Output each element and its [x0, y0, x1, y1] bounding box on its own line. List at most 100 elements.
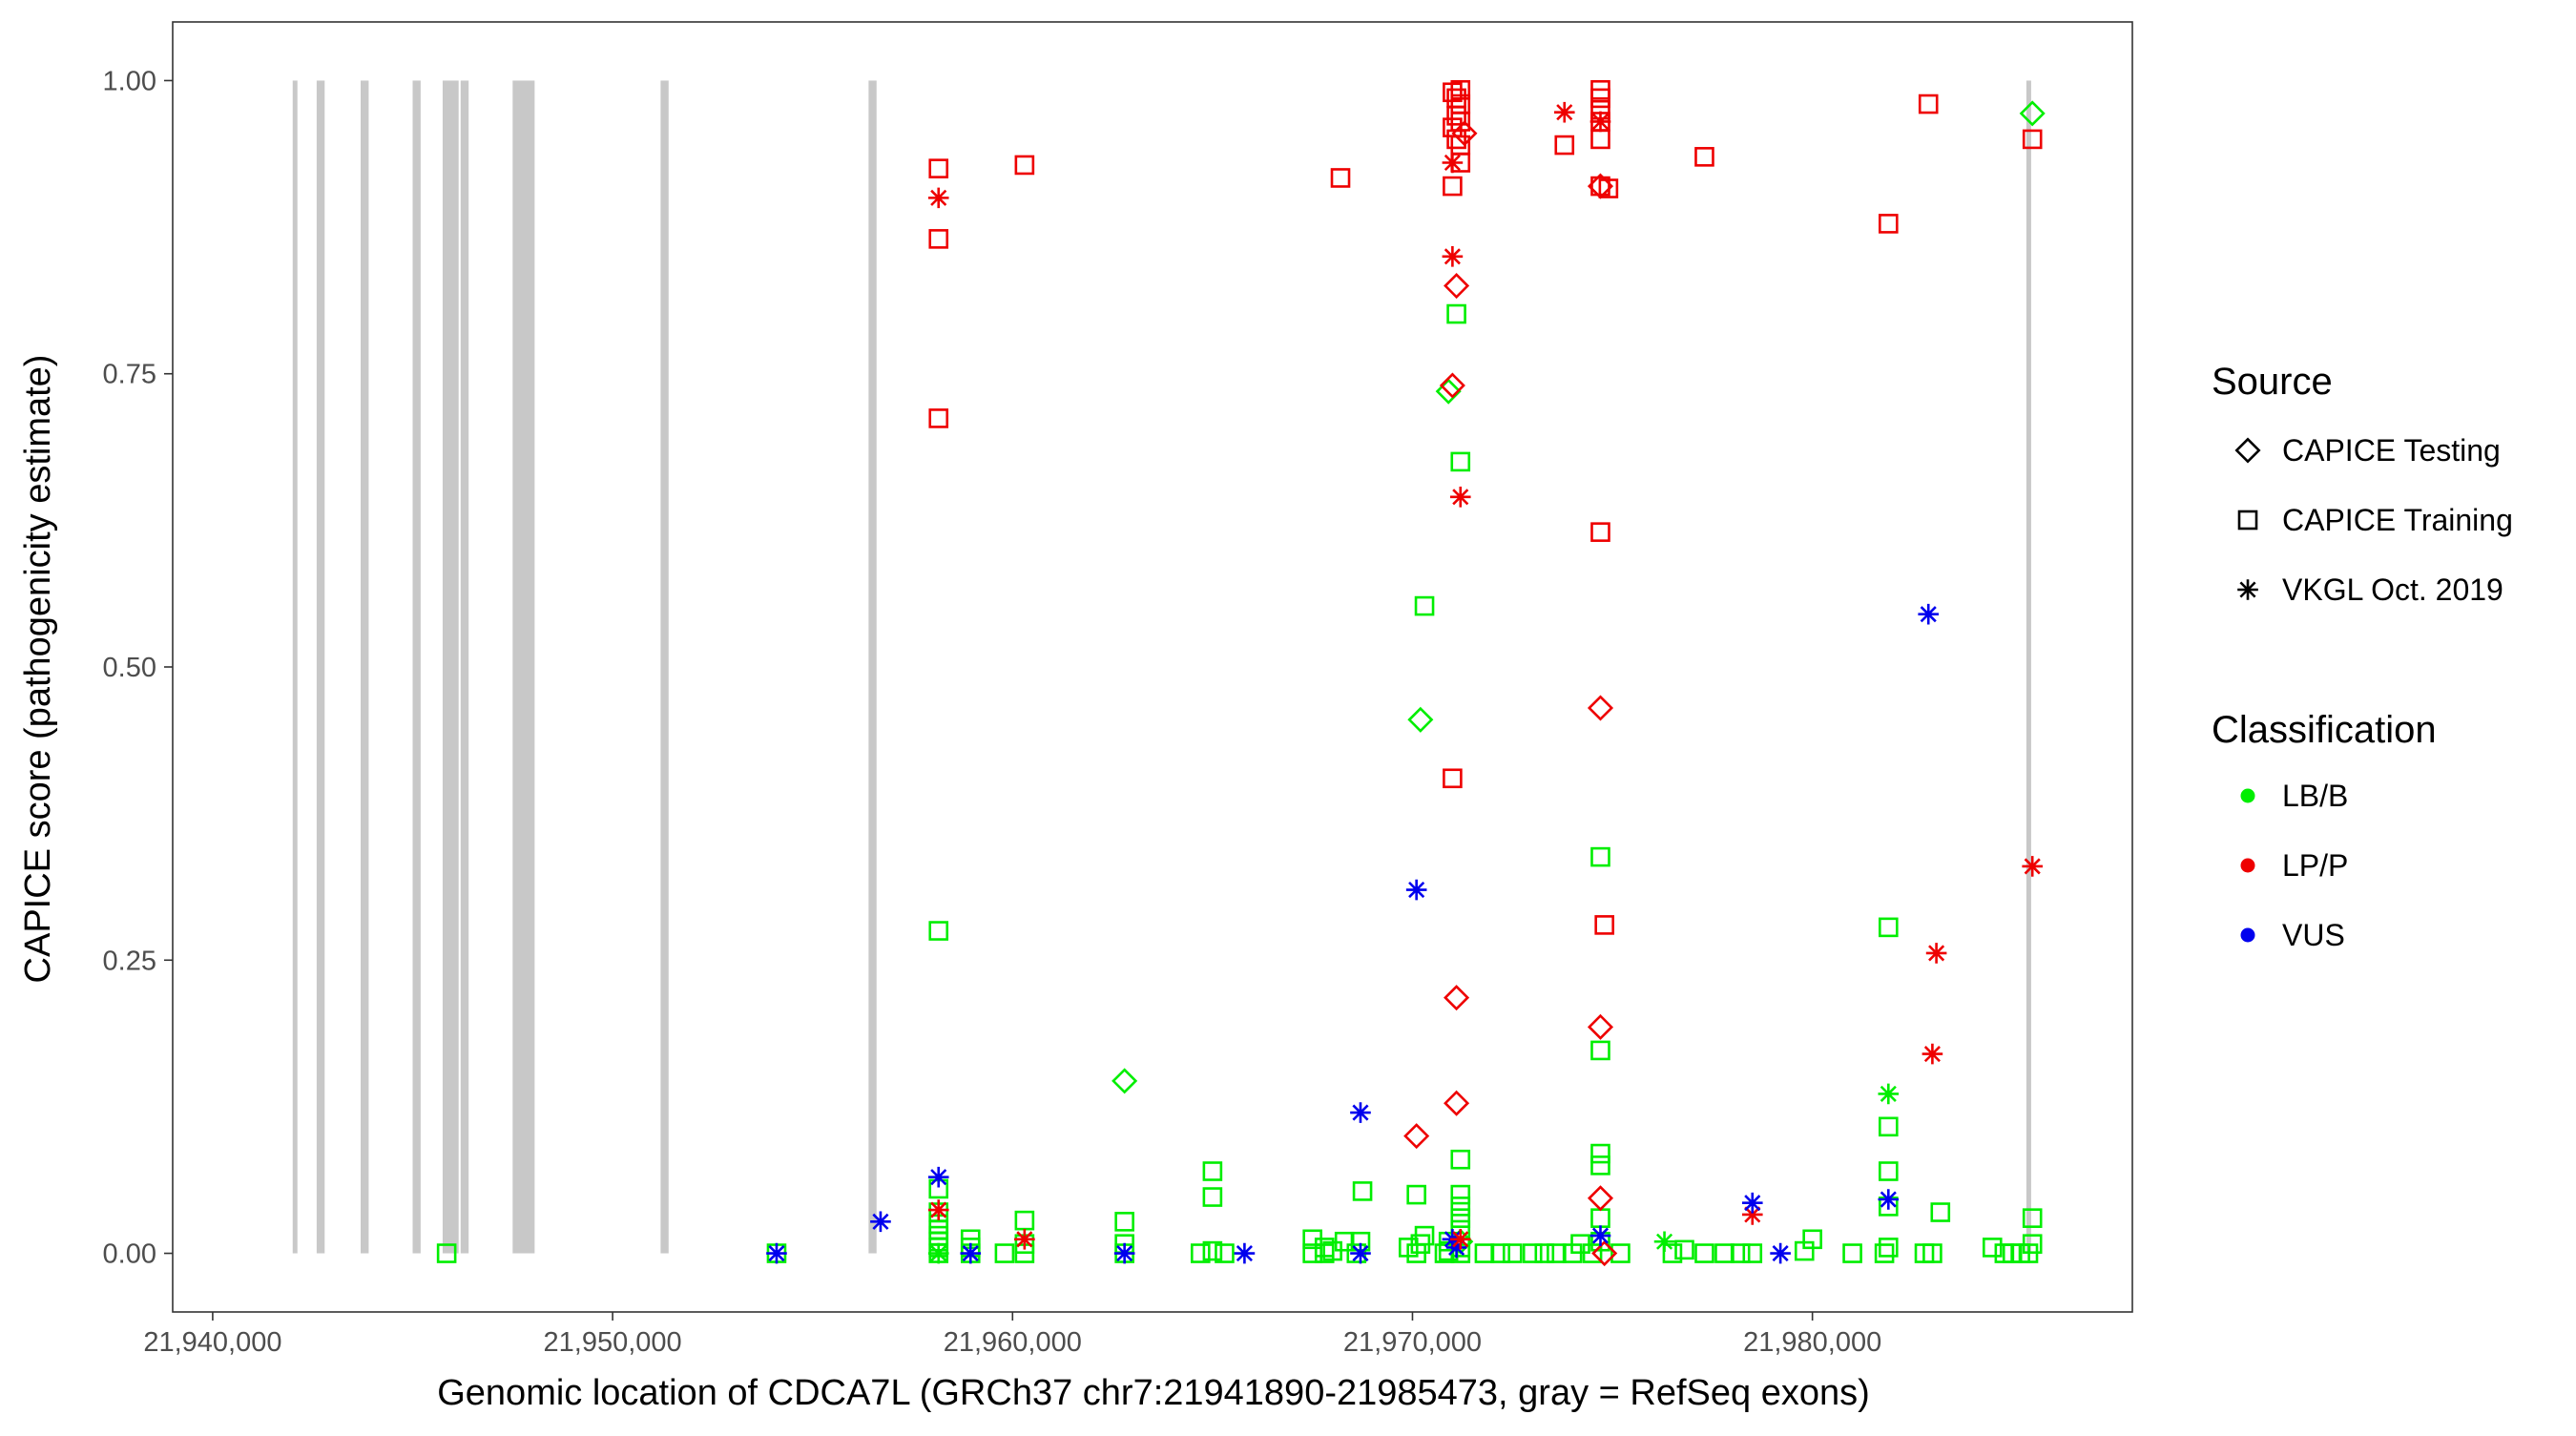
point-diamond-lpp-7 — [1444, 1090, 1470, 1116]
point-square-lbb-112 — [1878, 917, 1899, 938]
point-diamond-lpp-13 — [1587, 1185, 1614, 1212]
point-square-lbb-85 — [1590, 1040, 1610, 1061]
point-star-lpp-18 — [1449, 486, 1471, 508]
point-square-lbb-110 — [1878, 1161, 1899, 1181]
point-square-lbb-117 — [1930, 1202, 1951, 1222]
point-square-lpp-93 — [1590, 79, 1610, 100]
point-star-vus-21 — [1589, 1225, 1611, 1246]
point-star-vus-12 — [1350, 1102, 1371, 1123]
point-diamond-lpp-14 — [1587, 173, 1614, 199]
point-square-lpp-125 — [2022, 129, 2043, 150]
point-square-lbb-98 — [1674, 1239, 1694, 1260]
point-square-lpp-70 — [1450, 79, 1471, 100]
point-star-lpp-20 — [1553, 101, 1575, 123]
legend-key-vus — [2240, 927, 2255, 943]
point-square-lbb-103 — [1742, 1243, 1763, 1263]
point-square-lpp-67 — [1450, 135, 1471, 156]
point-square-lpp-51 — [1443, 176, 1463, 197]
point-square-lbb-116 — [1922, 1243, 1942, 1263]
point-square-lbb-61 — [1450, 1208, 1471, 1228]
y-tick-label-5: 1.00 — [103, 66, 156, 96]
point-diamond-lpp-3 — [1403, 1123, 1430, 1150]
point-diamond-lbb-4 — [1435, 378, 1462, 405]
point-diamond-lpp-8 — [1444, 273, 1470, 300]
legend-key-lbb — [2240, 788, 2255, 803]
point-square-lbb-30 — [1215, 1243, 1235, 1263]
legend-key-diamond — [2234, 437, 2261, 464]
point-square-lbb-65 — [1450, 451, 1471, 472]
point-square-lpp-22 — [1014, 155, 1035, 176]
x-tick-label-3: 21,960,000 — [944, 1327, 1082, 1358]
point-square-lpp-115 — [1918, 94, 1939, 114]
point-square-lbb-108 — [1878, 1238, 1899, 1258]
point-square-lbb-97 — [1662, 1243, 1683, 1263]
point-star-lpp-8 — [1014, 1229, 1035, 1250]
point-square-lpp-94 — [1594, 915, 1614, 935]
point-star-lpp-16 — [1442, 152, 1464, 174]
point-square-lbb-86 — [1590, 846, 1610, 867]
point-square-lbb-75 — [1534, 1243, 1555, 1263]
point-star-lbb-3 — [927, 1242, 949, 1264]
point-star-lpp-6 — [927, 187, 949, 209]
point-square-lbb-118 — [1982, 1238, 2003, 1258]
point-diamond-lpp-6 — [1444, 985, 1470, 1011]
x-tick-label-5: 21,980,000 — [1743, 1327, 1881, 1358]
exon-band-9 — [868, 80, 877, 1254]
point-star-lpp-24 — [1741, 1204, 1763, 1225]
x-tick-label-4: 21,970,000 — [1343, 1327, 1482, 1358]
y-tick-label-3: 0.50 — [103, 653, 156, 683]
point-star-lpp-31 — [1925, 943, 1947, 964]
legend-key-star — [2237, 579, 2258, 600]
point-square-lbb-1 — [436, 1243, 457, 1263]
legend-label-capice-training: CAPICE Training — [2282, 503, 2513, 537]
point-square-lbb-46 — [1414, 595, 1435, 616]
point-star-vus-1 — [766, 1242, 787, 1264]
point-star-vus-5 — [927, 1166, 949, 1188]
x-tick-label-2: 21,950,000 — [544, 1327, 682, 1358]
legend-label-capice-testing: CAPICE Testing — [2282, 433, 2501, 468]
legend-label-lbb: LB/B — [2282, 779, 2348, 813]
point-diamond-lpp-5 — [1439, 372, 1465, 399]
point-star-lpp-4 — [927, 1199, 949, 1220]
exon-band-6 — [460, 80, 469, 1254]
point-star-vus-17 — [1445, 1237, 1467, 1259]
point-square-lbb-105 — [1802, 1229, 1822, 1250]
legend-key-square — [2237, 510, 2258, 531]
point-diamond-lbb-1 — [1111, 1068, 1138, 1094]
point-diamond-lpp-10 — [1451, 120, 1478, 147]
point-star-lpp-30 — [1922, 1043, 1943, 1065]
point-diamond-lbb-16 — [2019, 100, 2046, 127]
point-star-lpp-15 — [1442, 246, 1464, 267]
point-square-lbb-84 — [1590, 1143, 1610, 1164]
exon-band-1 — [292, 80, 298, 1254]
point-star-vus-7 — [960, 1242, 982, 1264]
point-square-lpp-12 — [928, 408, 949, 428]
point-star-vus-28 — [1878, 1189, 1900, 1210]
exon-bands — [292, 80, 2031, 1254]
point-diamond-lpp-15 — [1591, 1240, 1618, 1267]
point-star-lpp-32 — [2022, 856, 2043, 877]
point-star-vus-26 — [1770, 1242, 1791, 1264]
point-square-lbb-25 — [1114, 1212, 1134, 1232]
point-square-lbb-83 — [1590, 1155, 1610, 1176]
point-square-lbb-74 — [1522, 1243, 1543, 1263]
axes: 21,940,000 21,950,000 21,960,000 21,970,000… — [103, 21, 2133, 1358]
point-square-lbb-45 — [1414, 1225, 1435, 1246]
point-square-lbb-106 — [1842, 1243, 1862, 1263]
point-square-lbb-28 — [1202, 1187, 1223, 1207]
exon-band-7 — [512, 80, 535, 1254]
exon-band-10 — [2025, 80, 2031, 1254]
point-star-vus-13 — [1405, 879, 1427, 901]
point-diamond-lpp-12 — [1587, 1013, 1614, 1040]
x-tick-label-1: 21,940,000 — [143, 1327, 281, 1358]
point-star-vus-2 — [870, 1211, 891, 1233]
legend-label-lpp: LP/P — [2282, 848, 2348, 883]
point-square-lbb-99 — [1694, 1243, 1714, 1263]
point-star-vus-10 — [1234, 1242, 1256, 1264]
point-square-lbb-102 — [1730, 1243, 1751, 1263]
point-square-lbb-43 — [1406, 1184, 1426, 1205]
exon-band-4 — [412, 80, 421, 1254]
legend-key-lpp — [2240, 858, 2255, 873]
